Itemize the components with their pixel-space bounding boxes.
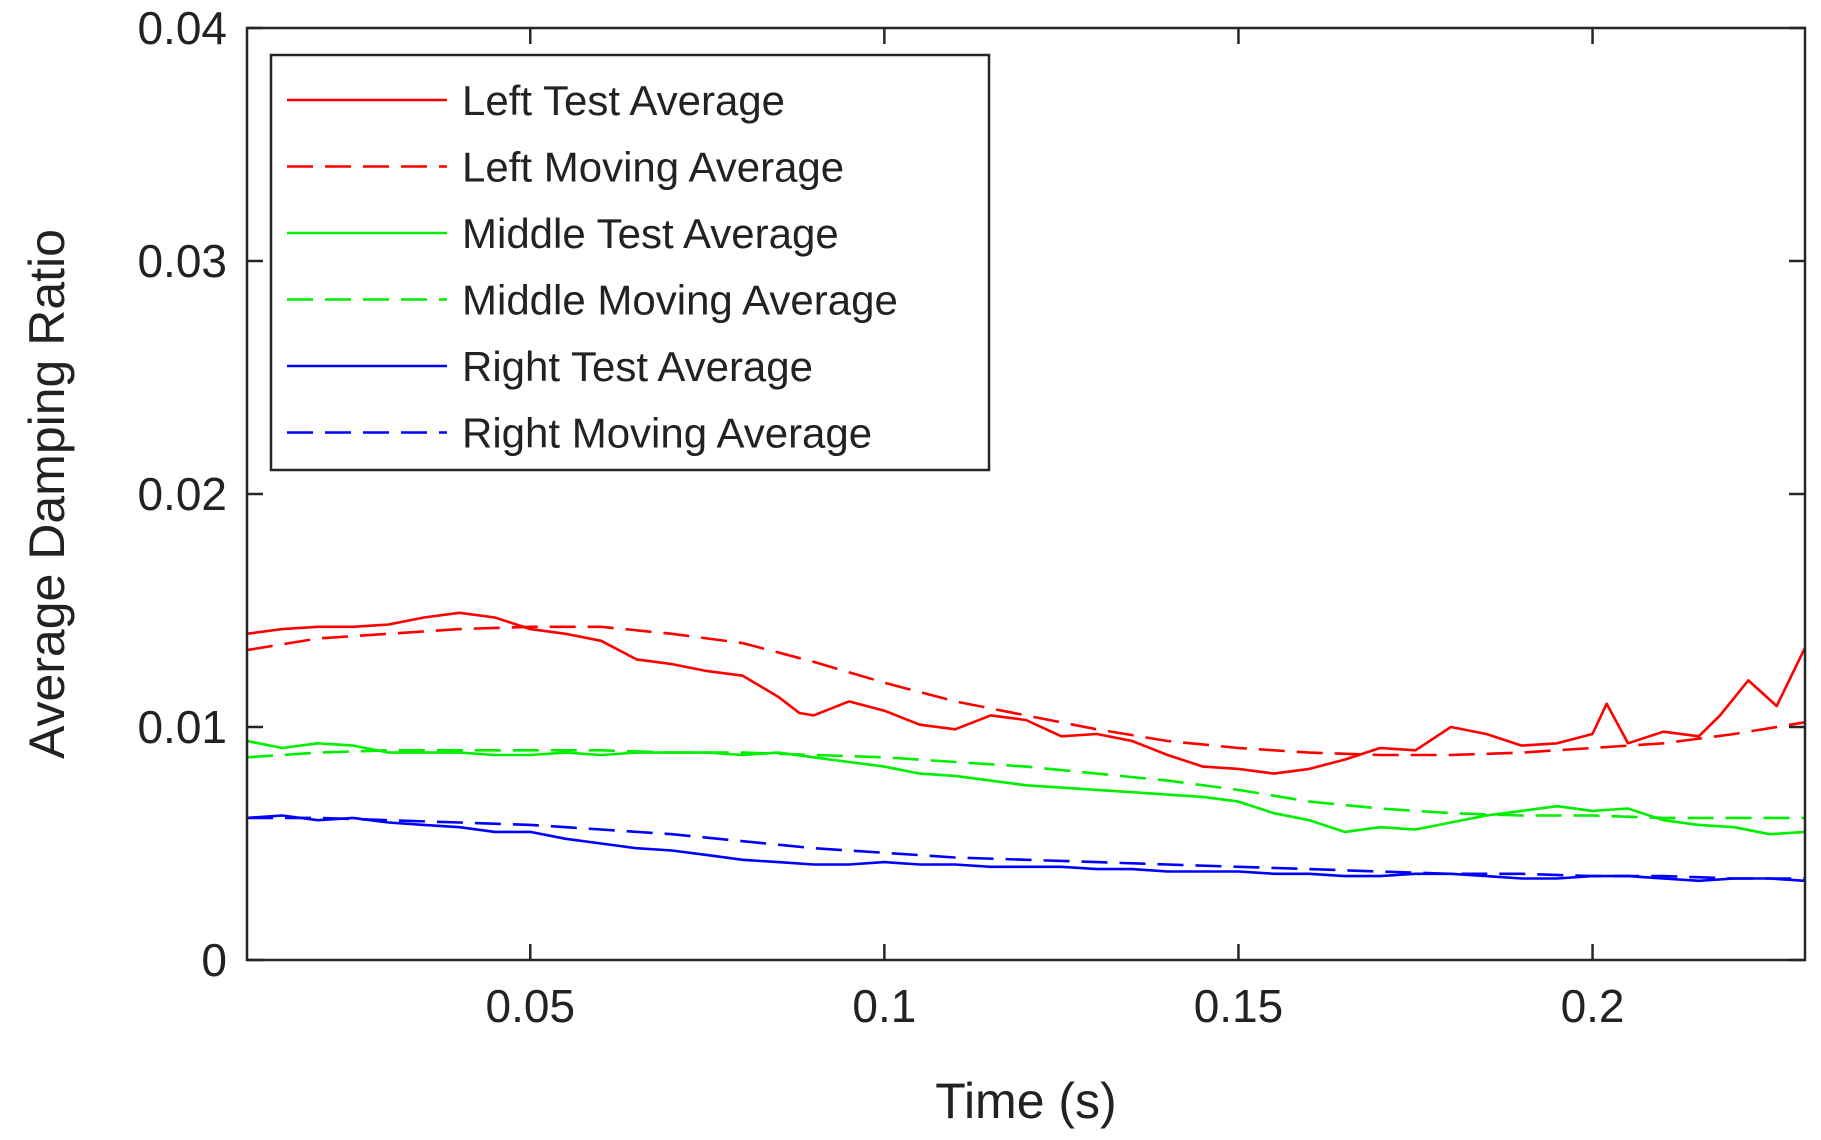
- legend-label-middle-test-average: Middle Test Average: [462, 210, 839, 257]
- legend-label-middle-moving-average: Middle Moving Average: [462, 277, 898, 324]
- series-line-right-moving-average: [247, 816, 1805, 880]
- x-tick-label: 0.2: [1561, 980, 1625, 1032]
- legend-label-right-moving-average: Right Moving Average: [462, 410, 872, 457]
- series-layer: [247, 611, 1805, 883]
- series-line-right-test-average: [247, 814, 1805, 883]
- series-line-middle-test-average: [247, 739, 1805, 836]
- x-tick-label: 0.05: [486, 980, 576, 1032]
- series-group: [247, 611, 1805, 883]
- legend-label-right-test-average: Right Test Average: [462, 343, 813, 390]
- x-axis-label: Time (s): [935, 1073, 1116, 1129]
- y-tick-label: 0.03: [137, 235, 227, 287]
- legend-label-left-test-average: Left Test Average: [462, 77, 785, 124]
- y-tick-label: 0: [201, 934, 227, 986]
- series-line-middle-moving-average: [247, 748, 1805, 820]
- series-line-left-moving-average: [247, 625, 1805, 757]
- ticks-layer: 0.05 0.1 0.15 0.2 0 0.01 0.02 0.03 0.04: [137, 2, 1805, 1032]
- legend: Left Test Average Left Moving Average Midd…: [269, 53, 991, 472]
- y-tick-label: 0.04: [137, 2, 227, 54]
- x-tick-label: 0.15: [1194, 980, 1284, 1032]
- legend-box: [269, 53, 991, 472]
- axes-box: [245, 26, 1807, 962]
- x-tick-label: 0.1: [852, 980, 916, 1032]
- y-axis-label: Average Damping Ratio: [19, 229, 75, 759]
- legend-label-left-moving-average: Left Moving Average: [462, 144, 844, 191]
- y-tick-label: 0.02: [137, 468, 227, 520]
- y-tick-label: 0.01: [137, 701, 227, 753]
